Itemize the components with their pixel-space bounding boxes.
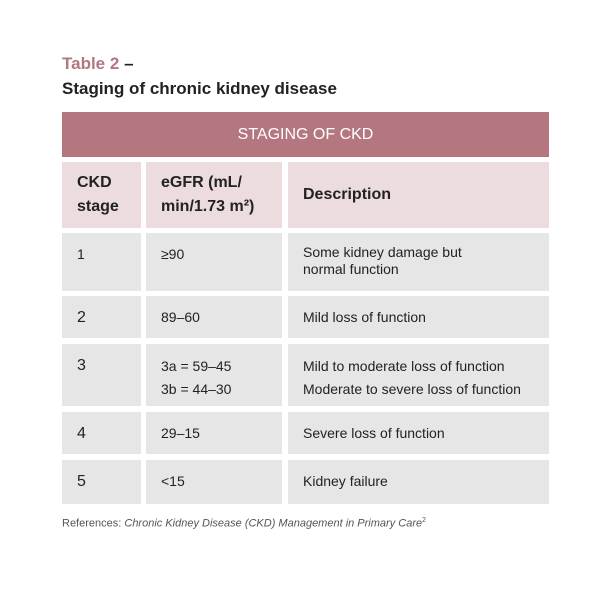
- cell-line: Moderate to severe loss of function: [303, 381, 521, 397]
- body-cell: ≥90: [146, 233, 282, 291]
- cell-line: 3a = 59–45: [161, 358, 232, 374]
- header-cell: CKD stage: [62, 162, 141, 228]
- cell-line: 3: [77, 357, 86, 374]
- body-cell: 1: [62, 233, 141, 291]
- body-cell: Some kidney damage but normal function: [288, 233, 549, 291]
- cell-line: Kidney failure: [303, 473, 388, 489]
- footer-source: Chronic Kidney Disease (CKD) Management …: [124, 517, 423, 530]
- header-cell: Description: [288, 162, 549, 228]
- body-cell: 2: [62, 296, 141, 338]
- cell-line: eGFR (mL/: [161, 174, 242, 191]
- cell-line: 89–60: [161, 309, 200, 325]
- body-cell: <15: [146, 460, 282, 504]
- cell-line: 29–15: [161, 425, 200, 441]
- table-banner: STAGING OF CKD: [62, 112, 549, 157]
- body-cell: 89–60: [146, 296, 282, 338]
- body-cell: Kidney failure: [288, 460, 549, 504]
- body-cell: 5: [62, 460, 141, 504]
- footer-prefix: References:: [62, 517, 122, 530]
- body-cell: 4: [62, 412, 141, 454]
- header-cell: eGFR (mL/min/1.73 m²): [146, 162, 282, 228]
- caption-line: Table 2 –: [62, 54, 134, 74]
- cell-line: 2: [77, 309, 86, 326]
- body-cell: 3a = 59–45 3b = 44–30: [146, 344, 282, 406]
- cell-line: 5: [77, 473, 86, 490]
- body-cell: Mild loss of function: [288, 296, 549, 338]
- cell-line: 4: [77, 425, 86, 442]
- caption-separator: –: [124, 54, 134, 73]
- caption-label: Table 2: [62, 54, 120, 73]
- cell-line: normal function: [303, 261, 399, 277]
- body-cell: 3: [62, 344, 141, 406]
- cell-line: Description: [303, 186, 392, 203]
- cell-line: ≥90: [161, 246, 185, 262]
- cell-line: Mild loss of function: [303, 309, 426, 325]
- body-cell: Severe loss of function: [288, 412, 549, 454]
- cell-line: <15: [161, 473, 185, 489]
- cell-line: Severe loss of function: [303, 425, 445, 441]
- cell-line: 3b = 44–30: [161, 381, 232, 397]
- caption-title: Staging of chronic kidney disease: [62, 79, 337, 98]
- cell-line: 1: [77, 246, 85, 262]
- cell-line: CKD: [77, 174, 112, 191]
- footer-note: 2: [422, 517, 427, 524]
- footer: References: Chronic Kidney Disease (CKD)…: [62, 517, 426, 530]
- cell-line: min/1.73 m²): [161, 198, 255, 215]
- cell-line: Some kidney damage but: [303, 244, 462, 260]
- body-cell: 29–15: [146, 412, 282, 454]
- cell-line: Mild to moderate loss of function: [303, 358, 505, 374]
- body-cell: Mild to moderate loss of function Moderat…: [288, 344, 549, 406]
- cell-line: stage: [77, 198, 119, 215]
